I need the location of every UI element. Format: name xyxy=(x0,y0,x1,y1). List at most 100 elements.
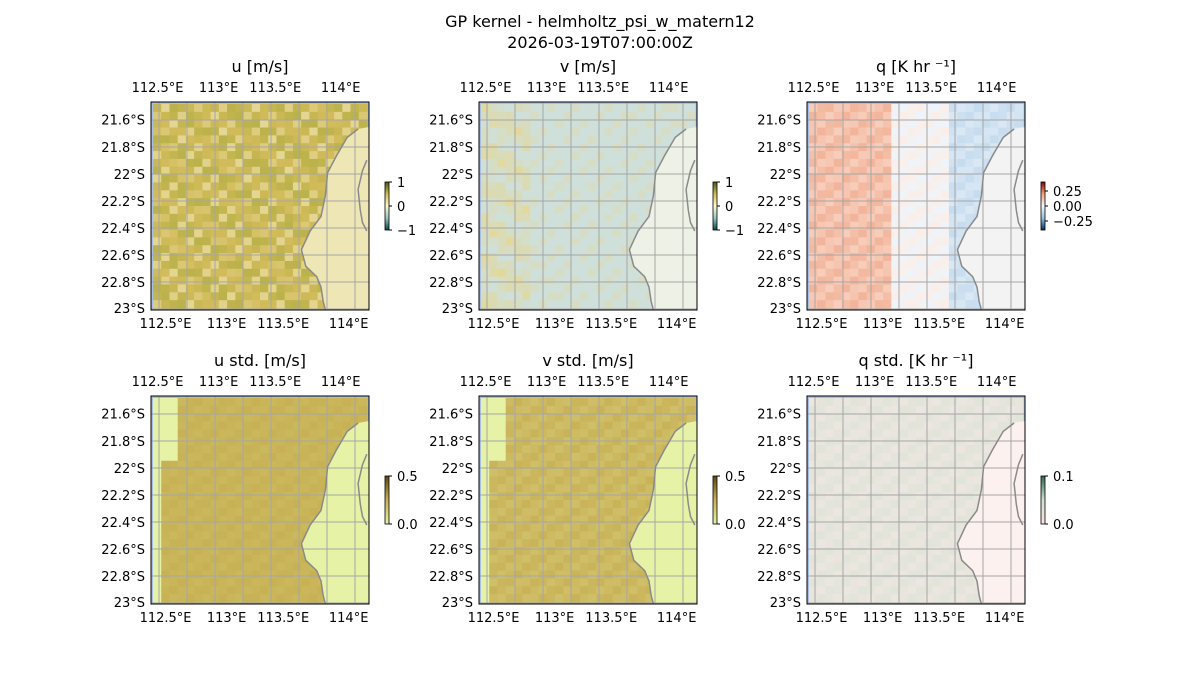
field-cell xyxy=(153,158,162,168)
field-cell xyxy=(268,237,278,246)
field-cell xyxy=(858,507,868,517)
field-cell xyxy=(489,174,499,184)
field-cell xyxy=(153,104,162,113)
field-cell xyxy=(301,484,310,493)
field-cell xyxy=(891,413,901,423)
field-cell xyxy=(317,460,327,470)
field-cell xyxy=(251,213,261,223)
field-cell xyxy=(260,429,269,438)
field-cell xyxy=(513,578,523,587)
field-cell xyxy=(227,135,236,144)
field-cell xyxy=(555,562,564,572)
field-cell xyxy=(218,562,228,572)
field-cell xyxy=(809,253,818,262)
field-cell xyxy=(235,127,245,136)
field-cell xyxy=(276,300,286,309)
field-cell xyxy=(1014,104,1024,113)
field-cell xyxy=(268,135,278,144)
field-cell xyxy=(481,594,490,603)
field-cell xyxy=(596,268,606,278)
lon-tick-label-bottom: 113.5°E xyxy=(913,611,965,626)
lon-tick-label-bottom: 113.5°E xyxy=(585,317,637,332)
field-cell xyxy=(563,398,573,407)
field-cell xyxy=(235,221,245,231)
field-cell xyxy=(948,104,958,113)
field-cell xyxy=(276,190,286,199)
field-cell xyxy=(555,398,564,407)
field-cell xyxy=(185,260,195,270)
field-cell xyxy=(260,119,269,129)
field-cell xyxy=(841,182,851,191)
field-cell xyxy=(924,190,934,199)
field-cell xyxy=(924,515,934,525)
field-cell xyxy=(497,452,507,462)
field-cell xyxy=(317,158,327,168)
field-cell xyxy=(973,135,983,144)
field-cell xyxy=(513,119,523,129)
field-cell xyxy=(489,500,499,509)
field-cell xyxy=(841,405,851,415)
field-cell xyxy=(243,484,253,493)
field-cell xyxy=(629,586,638,595)
field-cell xyxy=(342,405,352,415)
field-cell xyxy=(260,190,269,199)
field-cell xyxy=(251,531,261,540)
field-cell xyxy=(817,166,827,176)
field-cell xyxy=(169,276,179,286)
field-cell xyxy=(948,531,958,540)
field-cell xyxy=(858,445,868,454)
field-cell xyxy=(932,292,942,301)
field-cell xyxy=(604,268,614,278)
field-cell xyxy=(612,586,622,595)
field-cell xyxy=(243,539,253,548)
field-cell xyxy=(185,515,195,525)
field-cell xyxy=(841,413,851,423)
field-cell xyxy=(227,562,236,572)
field-cell xyxy=(932,135,942,144)
field-cell xyxy=(235,570,245,580)
field-cell xyxy=(292,539,302,548)
field-cell xyxy=(268,213,278,223)
field-cell xyxy=(169,500,179,509)
field-cell xyxy=(489,398,499,407)
field-cell xyxy=(268,492,278,501)
field-cell xyxy=(497,198,507,207)
field-cell xyxy=(973,476,983,485)
field-cell xyxy=(284,445,294,454)
field-cell xyxy=(825,570,835,580)
field-cell xyxy=(817,135,827,144)
field-cell xyxy=(243,460,253,470)
colorbar-tick-label: −1 xyxy=(397,224,416,239)
field-cell xyxy=(284,405,294,415)
field-cell xyxy=(161,151,171,160)
field-cell xyxy=(153,190,162,199)
field-cell xyxy=(169,594,179,603)
field-cell xyxy=(809,547,818,556)
field-cell xyxy=(513,484,523,493)
lat-tick-label: 22°S xyxy=(114,462,145,477)
field-cell xyxy=(489,221,499,231)
field-cell xyxy=(883,206,892,215)
field-cell xyxy=(841,206,851,215)
field-cell xyxy=(177,570,187,580)
field-cell xyxy=(268,292,278,301)
field-cell xyxy=(579,174,589,184)
field-cell xyxy=(883,586,892,595)
field-cell xyxy=(833,213,843,223)
field-cell xyxy=(513,127,523,136)
field-cell xyxy=(620,237,630,246)
field-cell xyxy=(251,539,261,548)
field-cell xyxy=(292,245,302,254)
field-cell xyxy=(833,284,843,293)
field-cell xyxy=(883,594,892,603)
field-cell xyxy=(596,158,606,168)
field-cell xyxy=(932,158,942,168)
field-cell xyxy=(530,578,540,587)
field-cell xyxy=(883,284,892,293)
field-cell xyxy=(965,492,975,501)
field-cell xyxy=(899,292,909,301)
field-cell xyxy=(530,586,540,595)
field-cell xyxy=(251,245,261,254)
field-cell xyxy=(571,166,581,176)
field-cell xyxy=(546,578,556,587)
